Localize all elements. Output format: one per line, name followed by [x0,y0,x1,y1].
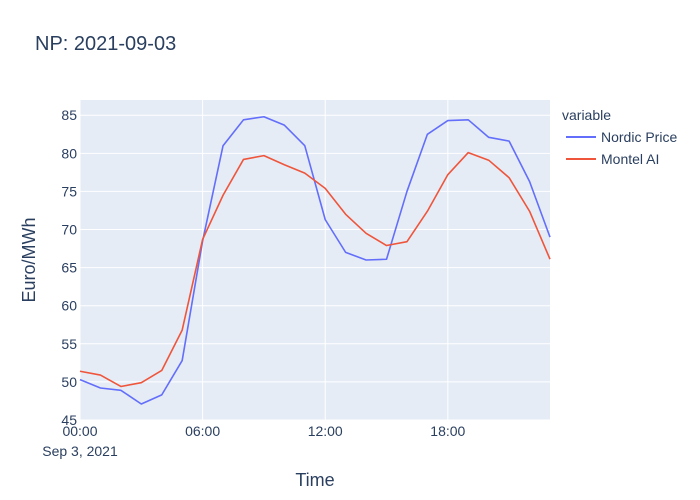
y-tick-label: 45 [61,412,77,428]
plot-area [80,100,550,420]
chart-title: NP: 2021-09-03 [35,33,176,55]
legend-item-nordic-price[interactable]: Nordic Price [566,129,677,145]
y-tick-label: 60 [61,298,77,314]
x-tick-label: 06:00 [185,423,220,439]
x-gridlines [79,100,449,420]
y-tick-label: 75 [61,183,77,199]
y-tick-label: 50 [61,374,77,390]
y-tick-label: 65 [61,260,77,276]
legend-label-montel-ai: Montel AI [601,151,659,167]
y-gridlines [80,114,550,421]
x-tick-labels: 00:00 06:00 12:00 18:00 [62,423,465,439]
y-tick-label: 55 [61,336,77,352]
y-axis-title: Euro/MWh [19,217,39,302]
legend: variable Nordic Price Montel AI [562,107,677,167]
y-tick-label: 85 [61,107,77,123]
x-tick-label: 18:00 [430,423,465,439]
legend-item-montel-ai[interactable]: Montel AI [566,151,659,167]
legend-label-nordic-price: Nordic Price [601,129,677,145]
legend-title: variable [562,107,611,123]
y-tick-label: 70 [61,222,77,238]
y-tick-labels: 45 50 55 60 65 70 75 80 85 [61,107,77,428]
series-line-montel-ai [79,151,551,388]
series-line-nordic-price [79,115,551,405]
x-tick-label: 00:00 [62,423,97,439]
y-tick-label: 80 [61,145,77,161]
x-axis-title: Time [295,470,334,490]
x-date-label: Sep 3, 2021 [42,443,118,459]
series-lines [79,115,551,405]
x-tick-label: 12:00 [308,423,343,439]
